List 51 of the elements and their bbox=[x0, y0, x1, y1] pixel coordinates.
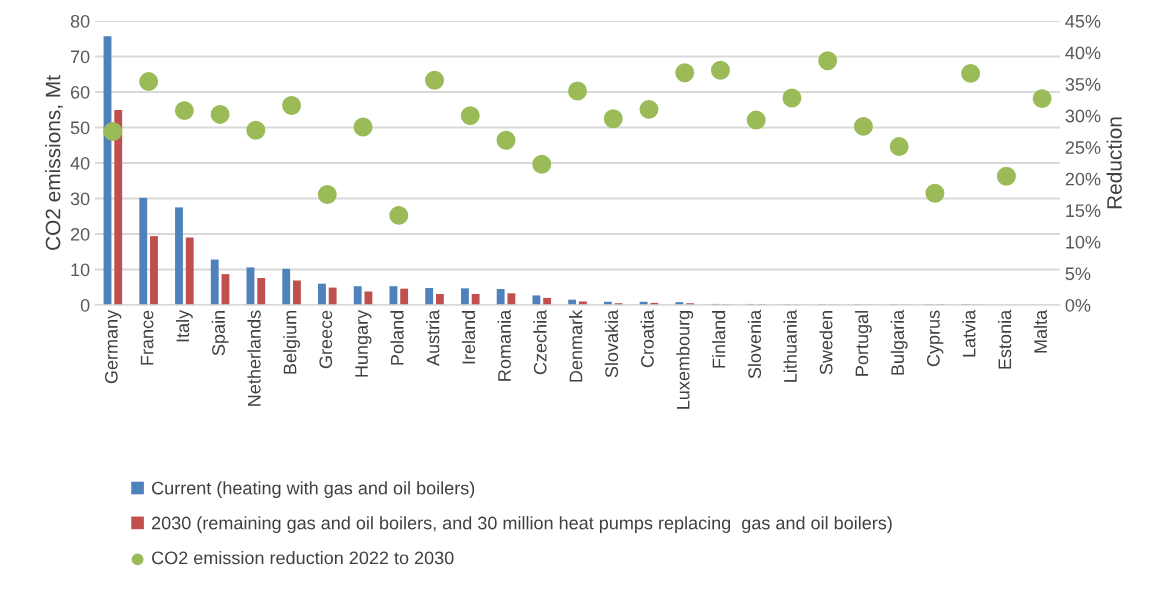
x-tick-label: Austria bbox=[426, 309, 440, 367]
y2-tick-label: 0% bbox=[1065, 298, 1091, 312]
y-tick-label: 0 bbox=[80, 298, 90, 312]
legend-label: CO2 emission reduction 2022 to 2030 bbox=[152, 551, 454, 565]
legend-label: Current (heating with gas and oil boilers) bbox=[152, 481, 475, 499]
x-tick-label: Hungary bbox=[355, 309, 372, 377]
x-tick-label: Greece bbox=[319, 310, 333, 369]
x-tick-label: Belgium bbox=[283, 311, 300, 374]
y-tick-label: 20 bbox=[70, 227, 90, 241]
x-tick-label: Latvia bbox=[962, 309, 976, 357]
y-axis-title: CO2 emissions, Mt bbox=[45, 75, 63, 250]
y-tick-label: 30 bbox=[70, 192, 90, 206]
x-tick-label: Malta bbox=[1033, 309, 1047, 353]
y-tick-label: 60 bbox=[70, 85, 90, 99]
y2-tick-label: 45% bbox=[1065, 15, 1101, 28]
y2-tick-label: 25% bbox=[1065, 141, 1101, 154]
x-tick-label: Slovenia bbox=[747, 309, 762, 379]
y-tick-label: 80 bbox=[70, 14, 90, 28]
x-tick-label: Cyprus bbox=[926, 310, 944, 367]
y2-tick-label: 35% bbox=[1065, 78, 1101, 91]
x-tick-label: Sweden bbox=[819, 311, 833, 375]
x-tick-label: Croatia bbox=[640, 309, 654, 368]
x-tick-label: Luxembourg bbox=[676, 311, 694, 409]
legend-label: 2030 (remaining gas and oil boilers, and 30 million heat pumps replacing gas and oil boilers) bbox=[152, 516, 892, 533]
y-tick-label: 10 bbox=[71, 263, 90, 277]
y2-tick-label: 30% bbox=[1065, 109, 1101, 123]
y2-tick-label: 15% bbox=[1066, 204, 1101, 218]
x-tick-label: Germany bbox=[104, 309, 122, 384]
x-tick-label: France bbox=[140, 310, 154, 365]
y2-tick-label: 5% bbox=[1065, 267, 1091, 281]
x-tick-label: Ireland bbox=[461, 311, 476, 364]
y-tick-label: 70 bbox=[70, 50, 90, 64]
x-tick-label: Lithuania bbox=[783, 309, 797, 382]
x-tick-label: Spain bbox=[211, 311, 229, 356]
x-tick-label: Denmark bbox=[569, 309, 583, 382]
x-tick-label: Romania bbox=[497, 309, 511, 381]
x-tick-label: Portugal bbox=[855, 311, 872, 376]
x-tick-label: Bulgaria bbox=[890, 309, 908, 375]
x-tick-label: Czechia bbox=[533, 309, 547, 375]
x-tick-label: Estonia bbox=[997, 309, 1012, 369]
y2-axis-title: Reduction bbox=[1106, 117, 1122, 209]
x-tick-label: Finland bbox=[712, 311, 726, 368]
y-tick-label: 40 bbox=[70, 156, 90, 170]
y-tick-label: 50 bbox=[70, 121, 90, 135]
x-tick-label: Poland bbox=[390, 311, 404, 365]
y2-tick-label: 10% bbox=[1066, 235, 1101, 249]
x-tick-label: Netherlands bbox=[247, 310, 261, 406]
x-tick-label: Slovakia bbox=[604, 309, 619, 378]
y2-tick-label: 40% bbox=[1065, 46, 1101, 60]
x-tick-label: Italy bbox=[175, 309, 193, 342]
y2-tick-label: 20% bbox=[1065, 172, 1101, 186]
